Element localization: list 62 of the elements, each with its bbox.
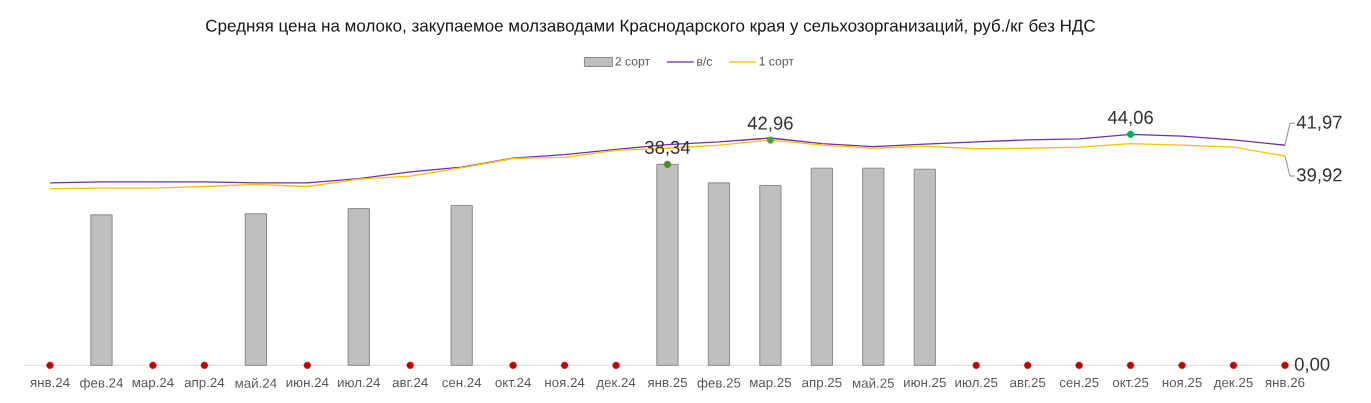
x-tick-label: сен.24 — [442, 377, 482, 388]
data-label: 42,96 — [747, 116, 793, 132]
x-tick-label: дек.25 — [1213, 377, 1253, 390]
data-label: 44,06 — [1107, 110, 1153, 127]
point — [972, 361, 980, 369]
legend-label: 1 сорт — [759, 57, 794, 68]
x-tick-label: дек.24 — [596, 377, 636, 390]
point — [1127, 130, 1135, 138]
point — [1075, 361, 1083, 369]
x-tick-label: фев.25 — [697, 377, 741, 391]
chart-title: Средняя цена на молоко, закупаемое молзаводами Краснодарского края у сельхозорганизаций, руб./кг без НДС — [206, 18, 1096, 36]
x-tick-label: авг.24 — [392, 377, 428, 388]
point — [303, 361, 311, 369]
x-tick-label: ноя.24 — [545, 377, 585, 388]
point — [149, 361, 157, 369]
point — [46, 361, 54, 369]
bar — [862, 167, 885, 366]
bar — [759, 185, 782, 366]
point — [1178, 361, 1186, 369]
bar — [90, 214, 113, 366]
bar — [913, 168, 936, 366]
x-tick-label: май.24 — [235, 377, 277, 388]
x-tick-label: мар.24 — [132, 377, 174, 390]
x-tick-label: июл.24 — [338, 377, 381, 388]
bar — [656, 163, 679, 366]
x-tick-label: июл.25 — [955, 377, 998, 388]
bar — [347, 208, 370, 366]
x-tick-label: окт.25 — [1112, 377, 1149, 388]
x-tick-label: янв.24 — [30, 377, 70, 388]
x-tick-label: янв.25 — [647, 377, 687, 388]
point — [1024, 361, 1032, 369]
point — [1229, 361, 1238, 369]
point — [663, 160, 672, 168]
bar — [707, 182, 730, 366]
x-tick-label: июн.24 — [286, 377, 329, 388]
legend-label: в/с — [697, 56, 713, 66]
point — [509, 361, 517, 369]
x-tick-label: янв.26 — [1265, 377, 1305, 388]
x-tick-label: фев.24 — [80, 377, 124, 391]
x-tick-label: ноя.25 — [1162, 377, 1202, 388]
data-label: 39,92 — [1296, 168, 1342, 184]
bar — [450, 204, 473, 366]
point — [1127, 361, 1135, 369]
bar — [244, 213, 267, 366]
data-label: 41,97 — [1296, 115, 1342, 131]
point — [612, 361, 620, 369]
legend-label: 2 сорт — [615, 56, 650, 69]
x-tick-label: авг.25 — [1010, 377, 1046, 388]
x-tick-label: апр.24 — [184, 377, 225, 390]
x-tick-label: июн.25 — [904, 377, 946, 388]
x-tick-label: май.25 — [853, 377, 894, 388]
point — [200, 361, 208, 369]
point — [766, 136, 775, 144]
point — [560, 361, 569, 369]
x-tick-label: окт.24 — [495, 377, 531, 388]
x-tick-label: сен.25 — [1059, 377, 1099, 388]
x-tick-label: апр.25 — [802, 377, 842, 390]
x-tick-label: мар.25 — [750, 377, 792, 390]
point — [406, 361, 414, 369]
bar — [810, 167, 833, 366]
point — [1281, 361, 1289, 369]
data-label: 0,00 — [1294, 357, 1330, 373]
